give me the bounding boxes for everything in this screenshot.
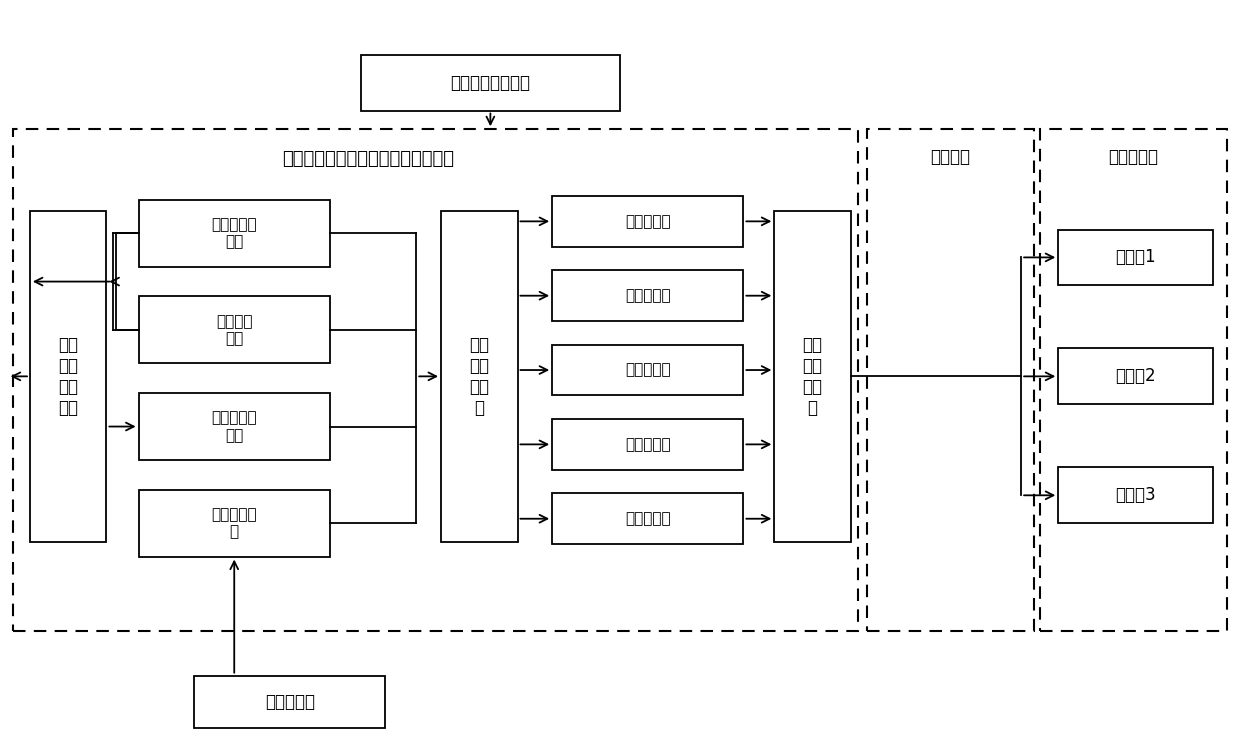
Text: 机器人控制
单元: 机器人控制 单元	[212, 410, 257, 443]
Text: 机器人2: 机器人2	[1115, 367, 1156, 385]
Bar	[139, 490, 330, 557]
Text: 虚拟化单元: 虚拟化单元	[625, 214, 671, 229]
Bar	[552, 494, 744, 544]
Text: 虚拟化单元: 虚拟化单元	[625, 437, 671, 452]
Bar	[139, 297, 330, 363]
Bar	[441, 211, 517, 542]
Bar	[1058, 467, 1213, 524]
Text: 多机
器人
操作
单元: 多机 器人 操作 单元	[58, 336, 78, 416]
Text: 多任
务分
发单
元: 多任 务分 发单 元	[469, 336, 490, 416]
Bar	[139, 393, 330, 460]
Text: 多网
口通
信单
元: 多网 口通 信单 元	[802, 336, 822, 416]
Bar	[867, 129, 1033, 631]
Bar	[552, 196, 744, 246]
Bar	[12, 129, 858, 631]
Text: 实时总线: 实时总线	[930, 148, 970, 166]
Text: 数据采集单
元: 数据采集单 元	[212, 507, 257, 539]
Text: 机器人集群: 机器人集群	[1109, 148, 1158, 166]
Bar	[552, 419, 744, 470]
Text: 辅助传感器: 辅助传感器	[265, 693, 315, 711]
Bar	[552, 345, 744, 395]
Bar	[1058, 229, 1213, 285]
Text: 虚拟化单元: 虚拟化单元	[625, 288, 671, 303]
Text: 基于边缘云服务器的多机器人控制器: 基于边缘云服务器的多机器人控制器	[281, 150, 454, 168]
Text: 人工智能
单元: 人工智能 单元	[216, 314, 253, 346]
Text: 机器人3: 机器人3	[1115, 486, 1156, 504]
Text: 高性能计算
单元: 高性能计算 单元	[212, 217, 257, 249]
Bar	[139, 200, 330, 267]
Text: 虚拟化单元: 虚拟化单元	[625, 512, 671, 527]
Text: 虚拟化单元: 虚拟化单元	[625, 363, 671, 377]
Bar	[774, 211, 851, 542]
Bar	[1058, 348, 1213, 404]
Text: 边缘机器人云服务: 边缘机器人云服务	[450, 73, 531, 91]
Bar	[1039, 129, 1228, 631]
Text: 机器人1: 机器人1	[1115, 249, 1156, 267]
Bar	[30, 211, 107, 542]
Bar	[195, 676, 386, 727]
Bar	[361, 55, 620, 111]
Bar	[552, 270, 744, 321]
